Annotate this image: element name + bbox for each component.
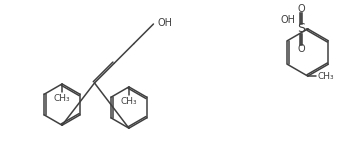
Text: O: O — [297, 44, 305, 54]
Text: CH₃: CH₃ — [121, 97, 137, 106]
Text: OH: OH — [280, 15, 296, 25]
Text: OH: OH — [157, 18, 173, 28]
Text: CH₃: CH₃ — [318, 72, 334, 81]
Text: S: S — [297, 22, 305, 35]
Text: O: O — [297, 4, 305, 14]
Text: CH₃: CH₃ — [54, 94, 70, 103]
